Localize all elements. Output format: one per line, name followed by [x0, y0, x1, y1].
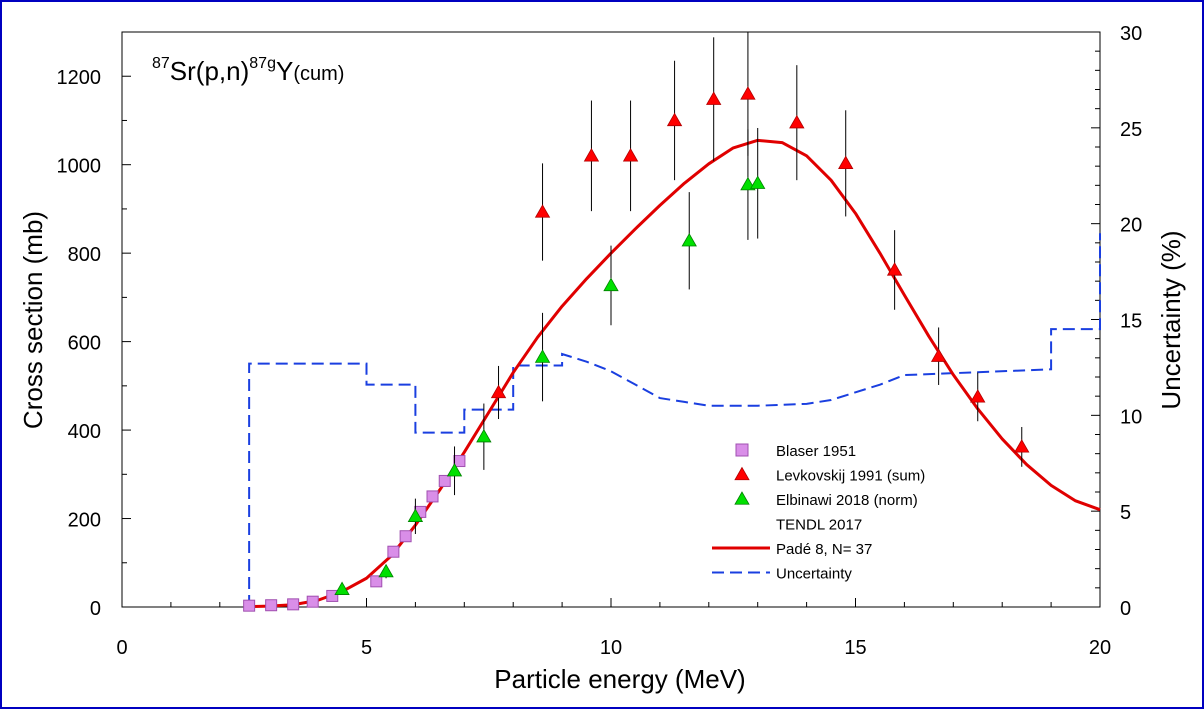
legend-blaser-marker	[735, 443, 749, 457]
levkovskij-point	[490, 384, 507, 399]
data-points	[243, 32, 1030, 612]
blaser-point	[387, 545, 400, 558]
y-axis-right: 0 5 10 15 20 25 30	[1091, 23, 1142, 620]
blaser-point	[426, 490, 439, 503]
blaser-point	[326, 589, 339, 602]
uncertainty-line	[248, 233, 1101, 607]
y2-tick-label: 20	[1120, 215, 1142, 237]
levkovskij-point	[838, 155, 854, 170]
levkovskij-point	[930, 348, 947, 362]
y-axis-label: Cross section (mb)	[18, 211, 48, 429]
levkovskij-point	[970, 389, 986, 403]
legend-blaser-label: Blaser 1951	[776, 443, 856, 460]
legend-uncertainty-label: Uncertainty	[776, 566, 852, 583]
y2-tick-label: 5	[1120, 502, 1131, 524]
legend-levkovskij-label: Levkovskij 1991 (sum)	[776, 468, 925, 485]
blaser-point	[453, 455, 466, 468]
y-tick-label: 600	[68, 333, 101, 355]
elbinawi-point	[446, 462, 463, 477]
blaser-point	[370, 575, 383, 588]
x-tick-label: 5	[361, 637, 372, 659]
y2-tick-label: 10	[1120, 406, 1142, 428]
chart-title: 87Sr(p,n)87gY(cum)	[152, 55, 344, 86]
levkovskij-point	[1014, 439, 1030, 453]
levkovskij-point	[789, 114, 805, 129]
x-tick-label: 20	[1089, 637, 1111, 659]
title-mass-2: 87g	[249, 55, 276, 72]
elbinawi-point	[603, 277, 619, 292]
legend-tendl-label: TENDL 2017	[776, 517, 862, 534]
y-tick-label: 0	[90, 598, 101, 620]
elbinawi-point	[378, 563, 394, 578]
x-axis-label: Particle energy (MeV)	[494, 664, 745, 694]
title-reaction: Sr(p,n)	[170, 56, 249, 86]
x-tick-label: 15	[844, 637, 866, 659]
x-tick-label: 0	[116, 637, 127, 659]
elbinawi-point	[534, 349, 551, 363]
levkovskij-point	[583, 148, 600, 162]
y2-tick-label: 0	[1120, 598, 1131, 620]
elbinawi-point	[681, 232, 697, 247]
elbinawi-point	[476, 428, 492, 443]
y2-tick-label: 15	[1120, 311, 1142, 333]
elbinawi-point	[407, 508, 424, 522]
y-tick-label: 200	[68, 510, 101, 532]
title-product: Y	[276, 56, 293, 86]
title-suffix: (cum)	[293, 63, 344, 85]
x-axis: 0 5 10 15 20	[116, 598, 1111, 659]
blaser-point	[306, 595, 319, 608]
y-tick-label: 400	[68, 421, 101, 443]
legend-elbinawi-label: Elbinawi 2018 (norm)	[776, 492, 918, 509]
blaser-point	[243, 599, 256, 612]
blaser-point	[287, 598, 300, 611]
y-tick-label: 800	[68, 244, 101, 266]
blaser-point	[265, 599, 278, 612]
legend-pade-label: Padé 8, N= 37	[776, 541, 872, 558]
blaser-point	[399, 530, 412, 543]
y-axis-left: 0 200 400 600 800 1000 1200	[57, 31, 131, 620]
y2-tick-label: 30	[1120, 23, 1142, 45]
levkovskij-point	[886, 262, 903, 276]
x-tick-label: 10	[600, 637, 622, 659]
levkovskij-point	[622, 148, 639, 162]
title-mass-1: 87	[152, 55, 170, 72]
levkovskij-point	[740, 86, 756, 100]
y2-axis-label: Uncertainty (%)	[1156, 230, 1186, 409]
legend-elbinawi-marker	[734, 491, 750, 505]
pade-fit-line	[249, 138, 1101, 609]
y-tick-label: 1200	[57, 67, 102, 89]
blaser-point	[438, 474, 451, 487]
y-tick-label: 1000	[57, 156, 102, 178]
uncertainty-series	[248, 233, 1101, 607]
levkovskij-point	[706, 91, 722, 105]
elbinawi-point	[334, 581, 350, 595]
elbinawi-point	[750, 175, 766, 189]
levkovskij-point	[666, 112, 683, 127]
y2-tick-label: 25	[1120, 119, 1142, 141]
legend-levkovskij-marker	[734, 466, 750, 481]
legend: Blaser 1951 Levkovskij 1991 (sum) Elbinawi…	[712, 443, 925, 583]
pade-series	[249, 138, 1101, 609]
levkovskij-point	[534, 204, 551, 218]
